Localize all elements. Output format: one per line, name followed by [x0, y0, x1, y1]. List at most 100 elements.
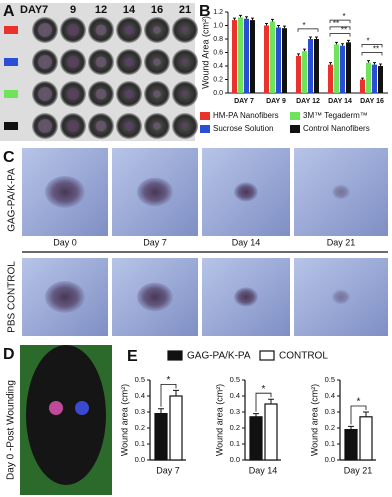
- error-bar: [335, 41, 338, 45]
- x-tick-label: DAY 12: [296, 98, 320, 105]
- bar: [344, 429, 358, 461]
- significance: *: [366, 37, 369, 46]
- significance: *: [262, 384, 266, 395]
- wound: [234, 287, 258, 307]
- wound: [95, 88, 107, 100]
- bar: [296, 55, 301, 93]
- group-marker: [4, 90, 18, 98]
- error-bar: [329, 62, 332, 65]
- error-bar: [271, 18, 274, 22]
- wound-marker: [75, 401, 89, 415]
- y-tick-label: 0.4: [230, 391, 240, 400]
- error-bar: [303, 48, 306, 52]
- bar: [360, 79, 365, 93]
- wound: [332, 289, 350, 305]
- bar: [270, 21, 275, 94]
- wound: [153, 122, 161, 130]
- error-bar: [348, 425, 354, 430]
- wound: [66, 55, 80, 69]
- bar: [249, 416, 263, 461]
- x-label: Day 7: [156, 465, 180, 475]
- y-tick-label: 0.0: [230, 455, 240, 464]
- error-bar: [361, 77, 364, 80]
- legend-label: Sucrose Solution: [213, 124, 273, 133]
- significance: *: [357, 397, 361, 408]
- group-marker: [4, 122, 18, 130]
- x-tick-label: DAY 14: [328, 98, 352, 105]
- y-tick-label: 0.1: [325, 439, 335, 448]
- significance: **: [333, 19, 339, 28]
- wound: [38, 23, 52, 37]
- bar: [232, 20, 237, 94]
- significance: **: [341, 26, 347, 35]
- panel-label: C: [3, 149, 15, 166]
- bar: [264, 403, 278, 461]
- bar: [378, 66, 383, 93]
- bar: [314, 39, 319, 93]
- day-label: Day 0: [53, 237, 77, 247]
- legend-swatch: [290, 112, 300, 120]
- bar: [346, 42, 351, 93]
- wound: [124, 57, 134, 67]
- bar: [334, 44, 339, 93]
- error-bar: [315, 36, 318, 39]
- group-marker: [4, 58, 18, 66]
- y-tick-label: 0.2: [230, 423, 240, 432]
- y-tick-label: 0.2: [135, 423, 145, 432]
- y-tick-label: 0.1: [230, 439, 240, 448]
- y-tick-label: 0.0: [135, 455, 145, 464]
- panel-label: B: [199, 3, 211, 20]
- wound: [153, 26, 161, 34]
- error-bar: [253, 413, 259, 417]
- y-tick-label: 0.2: [325, 423, 335, 432]
- y-tick-label: 0.3: [135, 407, 145, 416]
- caption: Day 0 -Post Wounding: [6, 380, 17, 480]
- error-bar: [309, 36, 312, 39]
- legend-label: Control Nanofibers: [303, 124, 370, 133]
- bar: [250, 20, 255, 94]
- y-tick-label: 0.4: [135, 391, 145, 400]
- significance-bracket: [329, 19, 351, 24]
- wound: [124, 121, 134, 131]
- bar: [154, 413, 168, 461]
- wound: [124, 25, 134, 35]
- significance-bracket: [329, 26, 351, 30]
- day-label: 9: [70, 4, 76, 16]
- wound: [234, 182, 258, 202]
- wound: [124, 89, 134, 99]
- bar: [282, 28, 287, 94]
- day-header: DAY: [20, 4, 43, 16]
- day-label: 16: [151, 4, 163, 16]
- day-label: 21: [179, 4, 191, 16]
- wound: [153, 90, 161, 98]
- wound: [66, 119, 80, 133]
- error-bar: [251, 17, 254, 21]
- wound: [38, 87, 52, 101]
- wound: [95, 120, 107, 132]
- bar: [328, 64, 333, 93]
- x-tick-label: DAY 16: [360, 98, 384, 105]
- legend-swatch: [200, 125, 210, 133]
- y-tick-label: 1.0: [213, 22, 223, 29]
- y-tick-label: 0.1: [135, 439, 145, 448]
- wound: [182, 27, 188, 33]
- error-bar: [233, 17, 236, 21]
- y-tick-label: 1.2: [213, 9, 223, 16]
- error-bar: [277, 25, 280, 28]
- x-label: Day 21: [344, 465, 373, 475]
- day-label: 7: [42, 4, 48, 16]
- significance-bracket: [297, 28, 319, 32]
- y-axis-label: Wound area (cm²): [119, 384, 129, 456]
- legend-label: CONTROL: [279, 351, 328, 362]
- y-axis-label: Wound area (cm²): [309, 384, 319, 456]
- legend-swatch: [259, 350, 275, 361]
- bar: [308, 39, 313, 93]
- wound: [137, 177, 173, 207]
- bar: [244, 18, 249, 93]
- error-bar: [367, 60, 370, 63]
- significance-bracket: [329, 33, 351, 37]
- bar: [366, 62, 371, 93]
- wound: [45, 281, 85, 313]
- day-label: Day 21: [327, 237, 356, 247]
